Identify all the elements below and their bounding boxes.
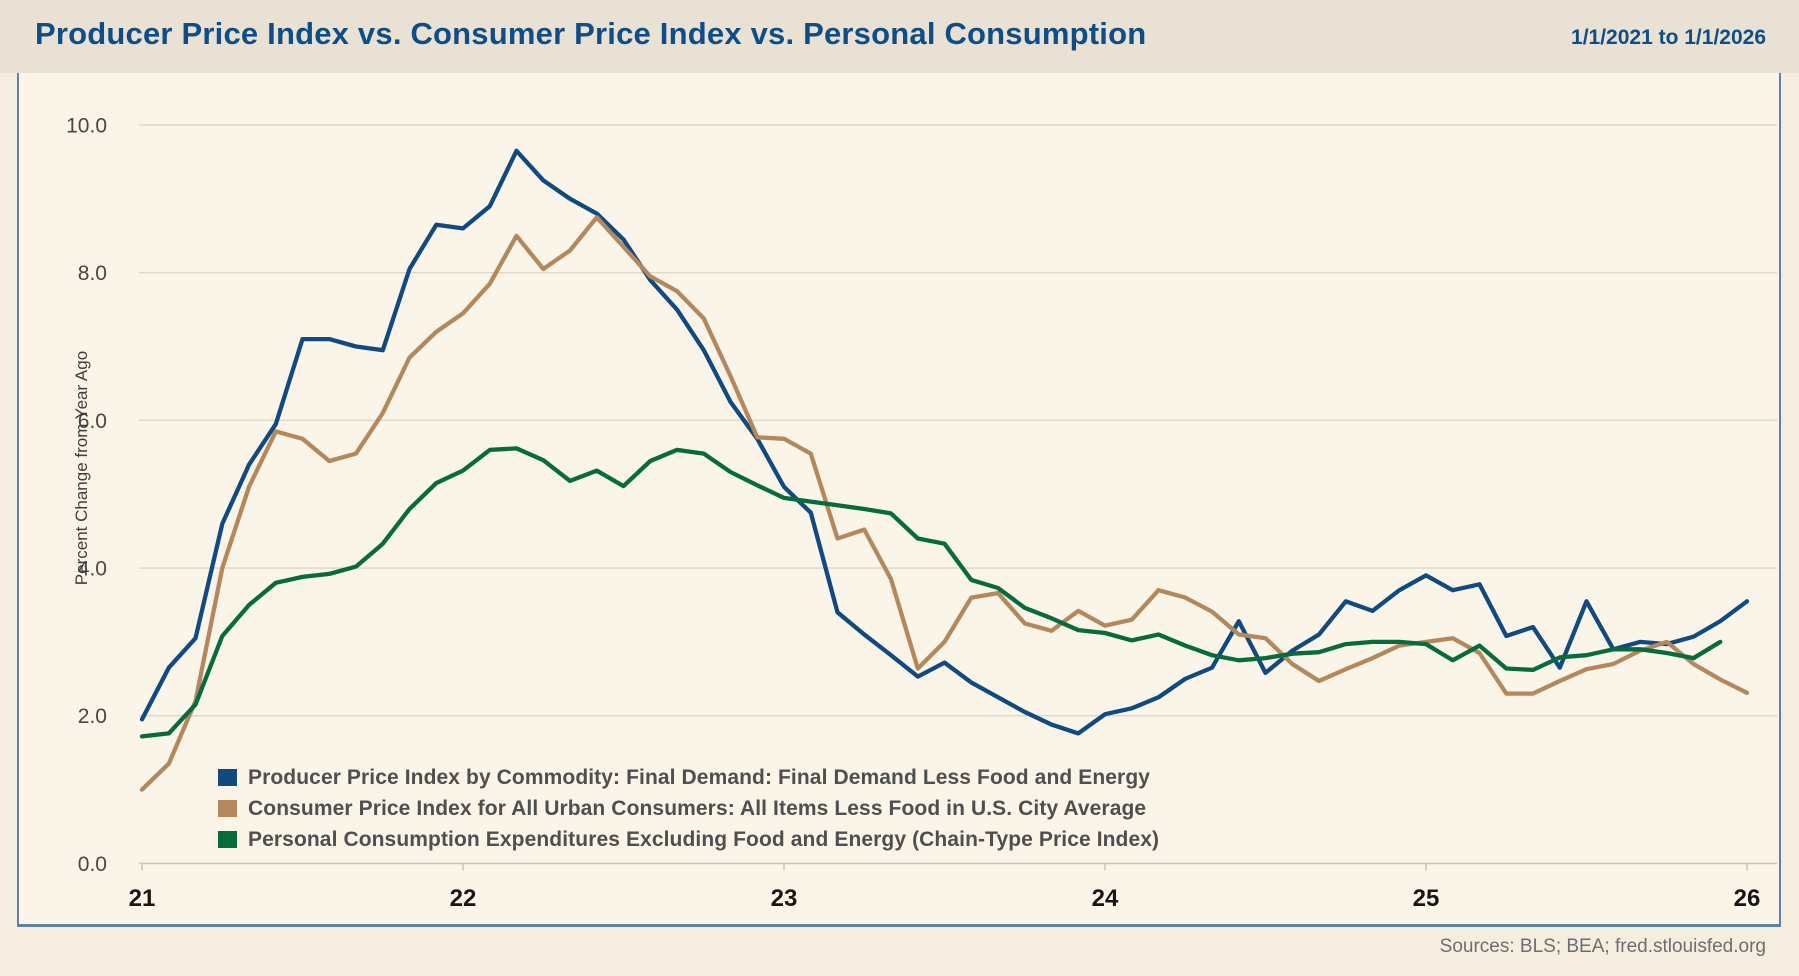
legend-item-pce: Personal Consumption Expenditures Exclud…: [218, 824, 1159, 855]
header-band: [0, 0, 1799, 73]
legend-item-ppi: Producer Price Index by Commodity: Final…: [218, 762, 1159, 793]
legend-item-cpi: Consumer Price Index for All Urban Consu…: [218, 793, 1159, 824]
legend-label: Producer Price Index by Commodity: Final…: [248, 765, 1151, 789]
date-range-label: 1/1/2021 to 1/1/2026: [1571, 26, 1766, 49]
legend: Producer Price Index by Commodity: Final…: [218, 762, 1159, 855]
legend-label: Personal Consumption Expenditures Exclud…: [248, 827, 1160, 851]
ppi-series-swatch: [218, 769, 237, 786]
pce-series-swatch: [218, 831, 237, 848]
sources-attribution: Sources: BLS; BEA; fred.stlouisfed.org: [1439, 936, 1766, 957]
legend-label: Consumer Price Index for All Urban Consu…: [248, 796, 1147, 820]
cpi-series-swatch: [218, 800, 237, 817]
page-title: Producer Price Index vs. Consumer Price …: [35, 16, 1147, 51]
y-axis-title: Percent Change from Year Ago: [72, 350, 91, 586]
